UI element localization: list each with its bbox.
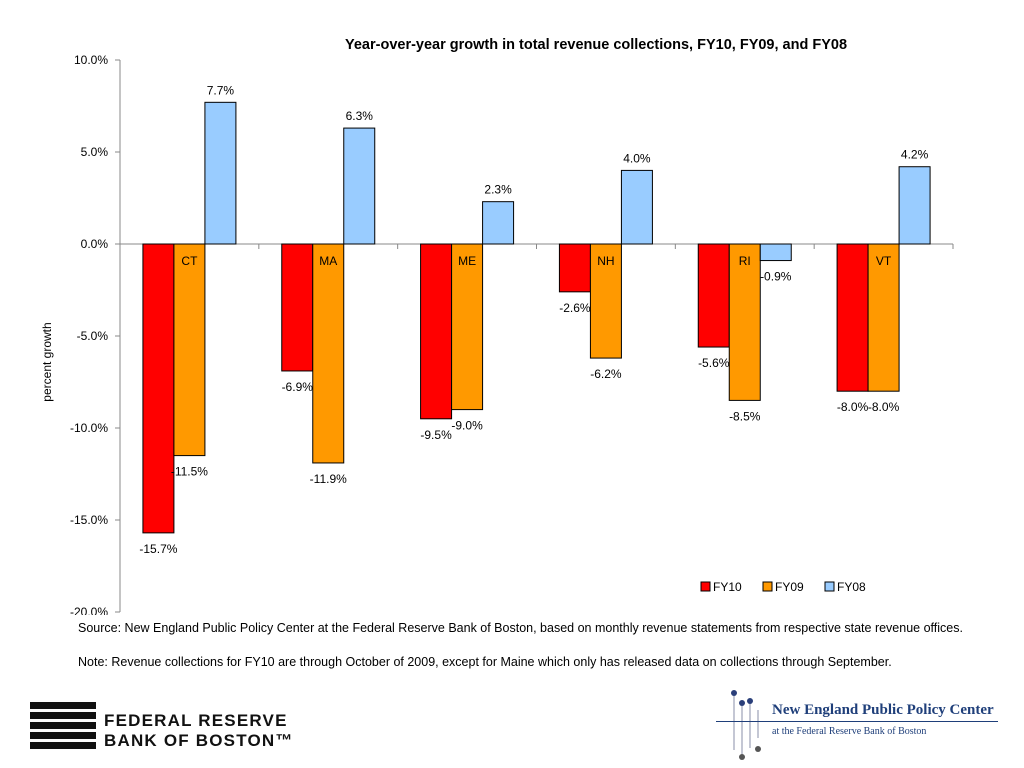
data-label: -11.9% <box>310 472 347 486</box>
data-label: -6.2% <box>590 367 622 381</box>
nepc-subtitle: at the Federal Reserve Bank of Boston <box>772 726 927 737</box>
y-tick-label: 5.0% <box>81 145 109 159</box>
legend-label: FY10 <box>713 580 742 594</box>
data-label: -8.0% <box>837 400 869 414</box>
category-label-vt: VT <box>876 254 892 268</box>
data-note: Note: Revenue collections for FY10 are t… <box>78 655 892 669</box>
data-label: 4.2% <box>901 148 929 162</box>
category-label-ct: CT <box>181 254 198 268</box>
nepc-title: New England Public Policy Center <box>772 702 994 718</box>
frb-stripes-icon <box>30 702 96 752</box>
data-label: -5.6% <box>698 356 730 370</box>
bar-fy10-nh <box>558 243 591 293</box>
bar-fy09-nh <box>589 243 622 359</box>
bar-fy09-vt <box>867 243 900 392</box>
bar-fy08-vt <box>898 166 931 245</box>
y-tick-label: -15.0% <box>70 513 108 527</box>
y-tick-label: -5.0% <box>77 329 109 343</box>
data-label: -0.9% <box>760 270 792 284</box>
chart-notes: Source: New England Public Policy Center… <box>78 620 1008 688</box>
data-label: 2.3% <box>484 183 512 197</box>
data-label: -6.9% <box>282 380 314 394</box>
data-label: -2.6% <box>559 301 591 315</box>
source-note: Source: New England Public Policy Center… <box>78 621 963 635</box>
data-label: -9.0% <box>451 419 483 433</box>
data-label: -15.7% <box>139 542 177 556</box>
bar-fy10-me <box>420 243 453 420</box>
bar-fy10-ri <box>697 243 730 348</box>
category-label-me: ME <box>458 254 476 268</box>
legend-swatch <box>762 581 773 592</box>
data-label: 4.0% <box>623 151 651 165</box>
nepc-divider <box>716 721 998 722</box>
bar-chart: Year-over-year growth in total revenue c… <box>40 37 954 615</box>
y-tick-label: 10.0% <box>74 53 108 67</box>
nepc-dots-icon <box>731 690 761 760</box>
y-tick-label: -10.0% <box>70 421 108 435</box>
y-tick-label: 0.0% <box>81 237 109 251</box>
legend-swatch <box>700 581 711 592</box>
bar-fy08-ct <box>204 101 237 245</box>
bar-fy08-ma <box>343 127 376 245</box>
data-label: -8.5% <box>729 409 761 423</box>
data-label: -11.5% <box>171 465 208 479</box>
bar-fy10-ma <box>281 243 314 372</box>
bar-fy09-ct <box>173 243 206 457</box>
bar-fy08-nh <box>620 169 653 245</box>
bar-fy10-ct <box>142 243 175 534</box>
bar-fy08-ri <box>759 243 792 262</box>
legend-label: FY08 <box>837 580 866 594</box>
legend-label: FY09 <box>775 580 804 594</box>
data-label: 6.3% <box>346 109 374 123</box>
bar-fy09-ri <box>728 243 761 401</box>
frb-name-line2: BANK OF BOSTON™ <box>104 731 294 750</box>
category-label-ma: MA <box>319 254 337 268</box>
bar-fy09-me <box>451 243 484 411</box>
data-label: -8.0% <box>868 400 900 414</box>
federal-reserve-logo: FEDERAL RESERVE BANK OF BOSTON™ <box>30 700 300 752</box>
category-label-nh: NH <box>597 254 614 268</box>
chart-title: Year-over-year growth in total revenue c… <box>345 37 847 53</box>
category-label-ri: RI <box>739 254 751 268</box>
y-tick-label: -20.0% <box>70 605 108 615</box>
nepc-logo: New England Public Policy Center at the … <box>712 688 1002 764</box>
data-label: -9.5% <box>420 428 452 442</box>
bar-fy10-vt <box>836 243 869 392</box>
frb-name-line1: FEDERAL RESERVE <box>104 711 288 730</box>
bar-fy09-ma <box>312 243 345 464</box>
bar-fy08-me <box>482 201 515 245</box>
y-axis-label: percent growth <box>40 322 54 401</box>
data-label: 7.7% <box>207 83 235 97</box>
legend-swatch <box>824 581 835 592</box>
